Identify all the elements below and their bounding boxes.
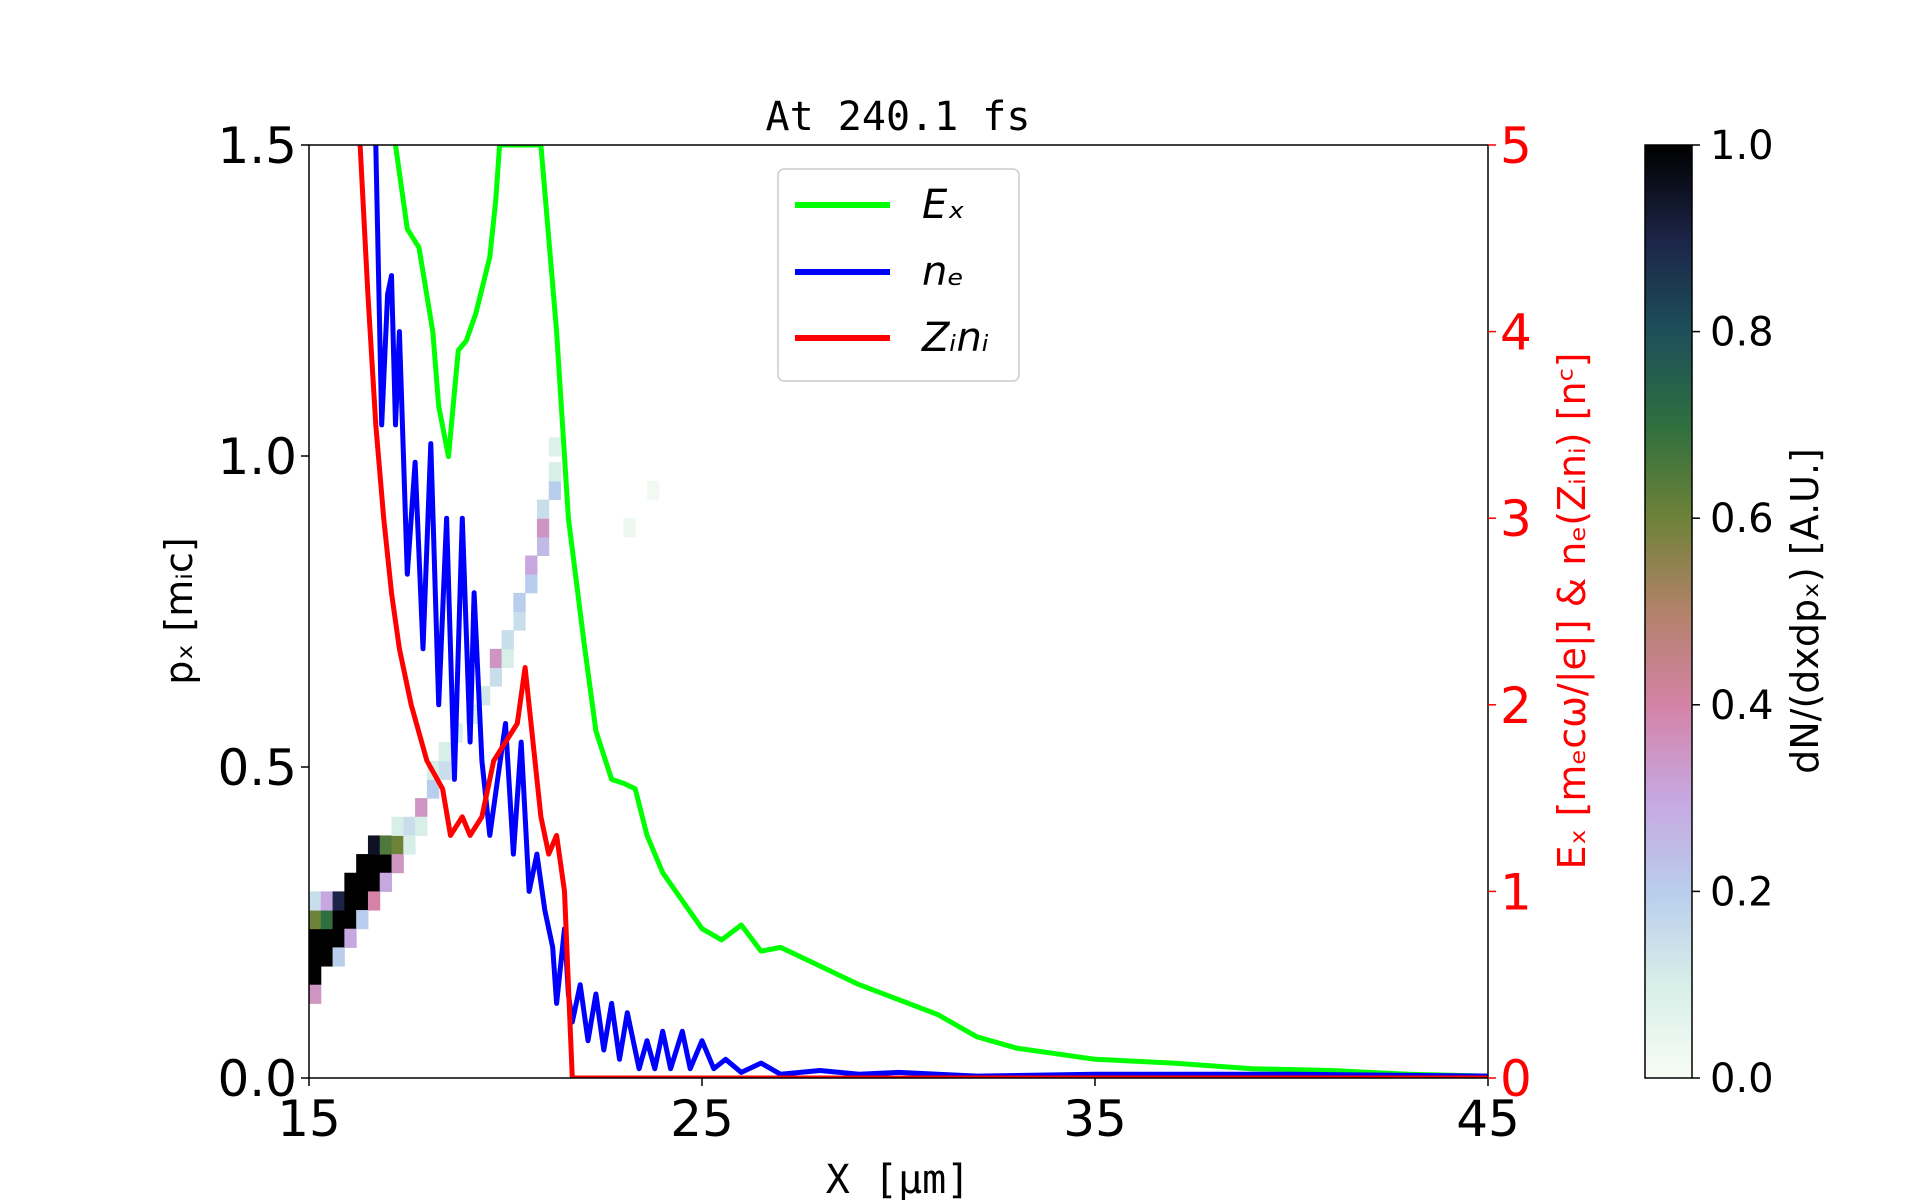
heatmap-cell <box>513 611 526 631</box>
x-tick-label: 45 <box>1456 1090 1520 1148</box>
heatmap-cell <box>438 760 451 780</box>
colorbar-ticks: 0.0 0.2 0.4 0.6 0.8 1.0 <box>1692 123 1774 1102</box>
heatmap-cell <box>309 891 322 911</box>
heatmap-cell <box>501 648 514 668</box>
legend: Eₓ nₑ Zᵢnᵢ <box>777 168 1020 382</box>
heatmap-cell <box>548 437 562 457</box>
y-axis-left: 0.0 0.5 1.0 1.5 <box>217 117 309 1108</box>
heatmap-cell <box>367 872 381 892</box>
y-tick-label: 1.0 <box>217 428 297 486</box>
colorbar-tick-label: 0.0 <box>1710 1056 1774 1102</box>
heatmap-cell <box>356 910 369 930</box>
y2-tick-label: 1 <box>1500 863 1532 921</box>
heatmap-cell <box>489 648 503 668</box>
heatmap-cell <box>646 480 660 501</box>
heatmap-cell <box>356 891 369 911</box>
heatmap-cell <box>332 910 345 930</box>
heatmap-cell <box>309 947 322 967</box>
heatmap-cell <box>332 947 345 967</box>
colorbar-label: dN/(dxdpₓ) [A.U.] <box>1783 448 1827 774</box>
series-lines <box>357 145 1488 1078</box>
y-axis-right: 0 1 2 3 4 5 <box>1488 117 1532 1108</box>
heatmap-cell <box>391 816 404 836</box>
y-tick-label: 0.5 <box>217 739 297 797</box>
heatmap-cell <box>438 742 451 762</box>
chart-title: At 240.1 fs <box>766 94 1031 140</box>
x-tick-label: 25 <box>670 1090 734 1148</box>
heatmap-cell <box>344 872 357 892</box>
colorbar-tick-label: 0.6 <box>1710 496 1774 542</box>
heatmap-cell <box>623 518 636 538</box>
heatmap-cell <box>367 891 381 911</box>
colorbar-tick-label: 1.0 <box>1710 123 1774 169</box>
heatmap-cell <box>415 798 428 818</box>
colorbar-tick-label: 0.2 <box>1710 869 1774 915</box>
heatmap-cell <box>344 910 357 930</box>
heatmap-cell <box>344 891 357 911</box>
heatmap <box>309 437 660 1004</box>
heatmap-cell <box>320 891 334 911</box>
heatmap-cell <box>501 630 514 650</box>
y2-tick-label: 4 <box>1500 304 1532 362</box>
heatmap-cell <box>332 928 345 948</box>
heatmap-cell <box>513 592 526 612</box>
series-line-zini <box>357 145 1488 1078</box>
heatmap-cell <box>403 835 416 855</box>
colorbar-tick-label: 0.8 <box>1710 310 1774 356</box>
heatmap-cell <box>548 480 562 501</box>
y-axis-label: pₓ [mᵢc] <box>157 537 201 684</box>
colorbar <box>1644 144 1693 1079</box>
y2-axis-label: Eₓ [mₑcω/|e|] & nₑ(Zᵢnᵢ) [nᶜ] <box>1550 353 1595 870</box>
heatmap-cell <box>320 947 334 967</box>
heatmap-cell <box>309 928 322 948</box>
heatmap-cell <box>548 462 562 482</box>
colorbar-tick-label: 0.4 <box>1710 683 1774 729</box>
x-axis-label: X [μm] <box>826 1157 971 1200</box>
heatmap-cell <box>309 966 322 986</box>
heatmap-cell <box>379 872 393 892</box>
heatmap-cell <box>391 854 404 874</box>
heatmap-cell <box>536 499 550 519</box>
plot-frame <box>308 144 1489 1079</box>
heatmap-cell <box>367 854 381 874</box>
x-axis: 15 25 35 45 <box>277 1078 1520 1148</box>
y2-tick-label: 2 <box>1500 677 1532 735</box>
heatmap-cell <box>525 555 538 575</box>
y2-tick-label: 5 <box>1500 117 1532 175</box>
legend-label-ne: nₑ <box>922 249 964 295</box>
heatmap-cell <box>536 518 550 538</box>
y-tick-label: 1.5 <box>217 117 297 175</box>
heatmap-cell <box>426 779 440 799</box>
x-tick-label: 15 <box>277 1090 341 1148</box>
y2-tick-label: 3 <box>1500 490 1532 548</box>
heatmap-cell <box>309 910 322 930</box>
legend-label-ex: Eₓ <box>922 182 965 228</box>
x-tick-label: 35 <box>1063 1090 1127 1148</box>
heatmap-cell <box>379 835 393 855</box>
heatmap-cell <box>320 928 334 948</box>
heatmap-cell <box>536 536 550 557</box>
heatmap-cell <box>356 872 369 892</box>
heatmap-cell <box>332 891 345 911</box>
heatmap-cell <box>320 910 334 930</box>
heatmap-cell <box>309 984 322 1004</box>
heatmap-cell <box>525 574 538 594</box>
heatmap-cell <box>391 835 404 855</box>
heatmap-cell <box>415 816 428 836</box>
series-line-ex <box>393 145 1488 1078</box>
y-tick-label: 0.0 <box>217 1050 297 1108</box>
heatmap-cell <box>367 835 381 855</box>
heatmap-cell <box>356 854 369 874</box>
heatmap-cell <box>403 816 416 836</box>
heatmap-cell <box>379 854 393 874</box>
heatmap-cell <box>344 928 357 948</box>
y2-tick-label: 0 <box>1500 1050 1532 1108</box>
legend-label-zini: Zᵢnᵢ <box>921 315 989 361</box>
heatmap-cell <box>489 667 503 687</box>
